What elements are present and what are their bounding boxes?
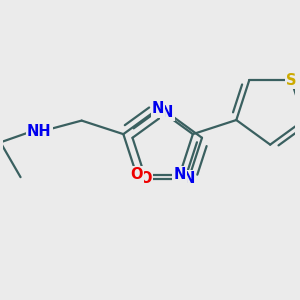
Text: NH: NH — [27, 124, 52, 140]
Text: O: O — [130, 167, 143, 182]
Text: N: N — [182, 171, 195, 186]
Text: N: N — [161, 105, 173, 120]
Text: S: S — [286, 73, 296, 88]
Text: O: O — [140, 171, 152, 186]
Text: N: N — [173, 167, 186, 182]
Text: N: N — [152, 101, 164, 116]
